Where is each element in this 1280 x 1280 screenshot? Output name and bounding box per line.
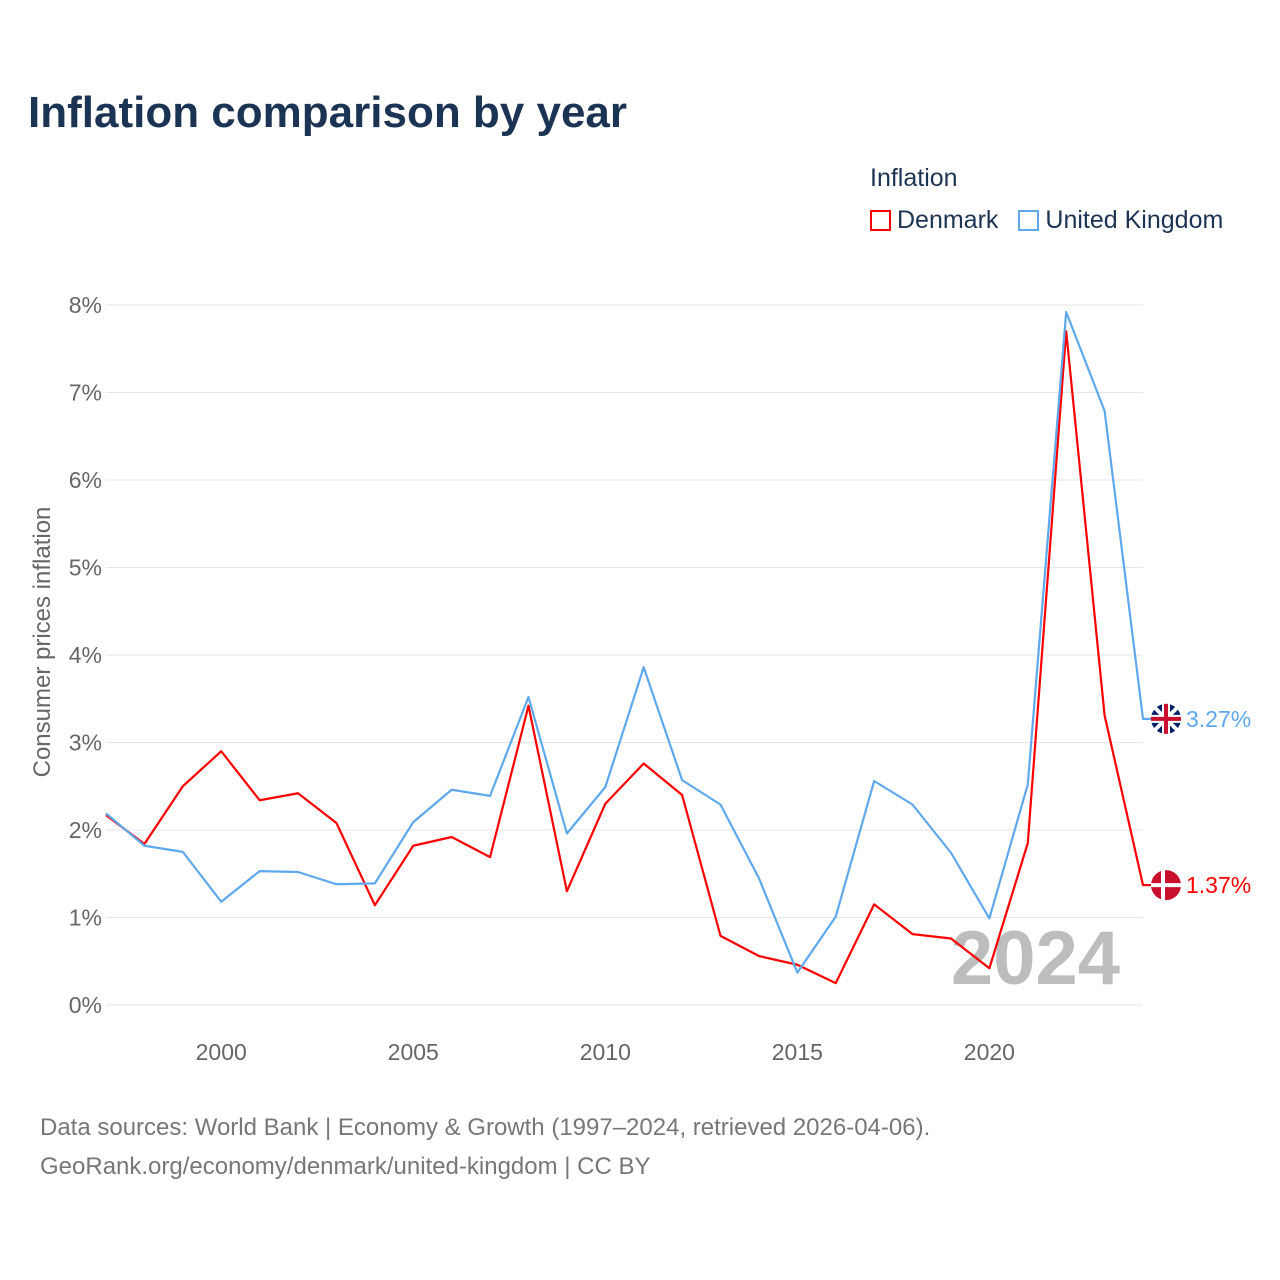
x-tick-label: 2000 (196, 1039, 247, 1065)
y-tick-label: 8% (69, 292, 102, 318)
y-tick-label: 6% (69, 467, 102, 493)
x-tick-label: 2005 (388, 1039, 439, 1065)
year-watermark: 2024 (951, 916, 1120, 1001)
y-tick-label: 2% (69, 817, 102, 843)
y-tick-label: 1% (69, 905, 102, 931)
y-tick-label: 7% (69, 380, 102, 406)
uk-flag-v-red (1164, 703, 1168, 734)
denmark-flag-cross-h (1151, 883, 1181, 888)
source-line-2[interactable]: GeoRank.org/economy/denmark/united-kingd… (40, 1153, 651, 1180)
legend-item-uk[interactable]: United Kingdom (1018, 206, 1223, 235)
legend-item-denmark[interactable]: Denmark (870, 206, 998, 235)
y-tick-label: 5% (69, 555, 102, 581)
y-tick-label: 3% (69, 730, 102, 756)
y-tick-label: 0% (69, 992, 102, 1018)
chart-title: Inflation comparison by year (28, 88, 628, 137)
source-line-1: Data sources: World Bank | Economy & Gro… (40, 1114, 931, 1141)
series-line-denmark (105, 330, 1152, 985)
legend-title: Inflation (870, 164, 958, 192)
legend-swatch-denmark (870, 210, 891, 231)
legend-swatch-uk (1018, 210, 1040, 231)
x-tick-label: 2010 (580, 1039, 631, 1065)
y-tick-label: 4% (69, 642, 102, 668)
x-tick-label: 2020 (964, 1039, 1015, 1065)
x-tick-label: 2015 (772, 1039, 823, 1065)
source-note: Data sources: World Bank | Economy & Gro… (40, 1108, 930, 1186)
series-line-united-kingdom (105, 310, 1152, 974)
end-value-label: 3.27% (1186, 706, 1251, 732)
legend: Denmark United Kingdom (870, 206, 1223, 235)
y-axis-label: Consumer prices inflation (29, 507, 56, 778)
end-value-label: 1.37% (1186, 872, 1251, 898)
legend-label-denmark: Denmark (897, 206, 999, 234)
legend-label-uk: United Kingdom (1045, 206, 1224, 234)
